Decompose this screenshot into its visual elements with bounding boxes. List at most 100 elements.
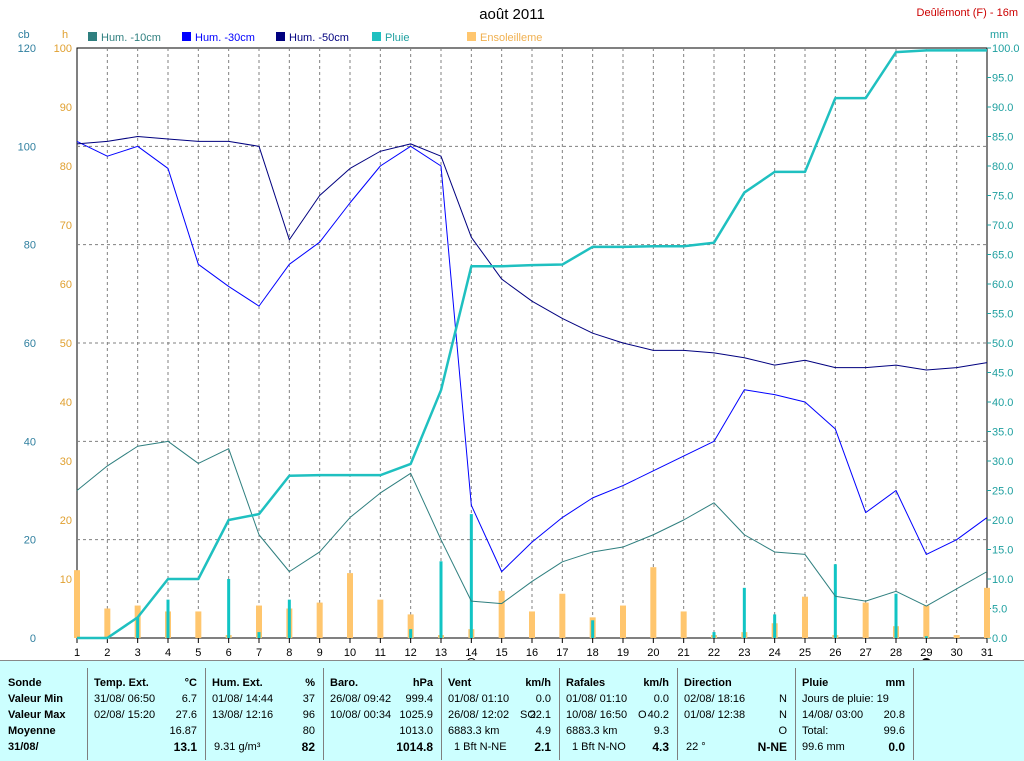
- h-tick-label-70: 70: [60, 220, 72, 232]
- cb-tick-label-80: 80: [24, 240, 36, 252]
- sun-bar-17: [559, 593, 566, 638]
- legend-label-3: Pluie: [385, 32, 409, 44]
- direction-min-date: 02/08/ 18:16: [684, 693, 746, 705]
- mm-tick-label-10.0: 10.0: [992, 574, 1013, 586]
- sun-bar-16: [529, 611, 535, 638]
- rain-bar-8: [287, 599, 291, 638]
- x-tick-label-20: 20: [647, 647, 659, 659]
- rafales-max-val: 40.2: [647, 709, 669, 721]
- hum-unit: %: [305, 677, 315, 689]
- legend-swatch-0: [88, 32, 97, 41]
- h-tick-label-20: 20: [60, 515, 72, 527]
- weather-chart: 1 2 3 4 5 6 7 8 9 10 11 12 13 14 15 16 17 18 19 20 21 22 23 24 2…: [18, 6, 1020, 668]
- legend-label-2: Hum. -50cm: [289, 32, 349, 44]
- vent-avg: 4.9: [535, 725, 551, 737]
- mm-tick-label-85.0: 85.0: [992, 132, 1013, 144]
- vent-max-val: 22.1: [529, 709, 551, 721]
- min-label: Valeur Min: [8, 693, 64, 705]
- vent-unit: km/h: [525, 677, 551, 689]
- summary-direction: Direction 02/08/ 18:16 N 01/08/ 12:38 N …: [678, 668, 796, 760]
- rain-bar-18: [591, 620, 595, 638]
- mm-tick-label-65.0: 65.0: [992, 250, 1013, 262]
- x-tick-label-3: 3: [135, 647, 141, 659]
- pluie-max-date: 14/08/ 03:00: [802, 709, 864, 721]
- direction-avg: O: [778, 725, 787, 737]
- temp-min-val: 6.7: [181, 693, 197, 705]
- pluie-unit: mm: [885, 677, 905, 689]
- temp-current: 13.1: [173, 740, 197, 754]
- x-tick-label-29: 29: [920, 647, 932, 659]
- rain-bar-28: [894, 593, 898, 638]
- x-tick-label-5: 5: [195, 647, 201, 659]
- mm-tick-label-25.0: 25.0: [992, 486, 1013, 498]
- legend-label-0: Hum. -10cm: [101, 32, 161, 44]
- summary-sonde: Sonde Valeur Min Valeur Max Moyenne 31/0…: [0, 668, 88, 760]
- hum-avg: 80: [302, 725, 315, 737]
- sun-bar-9: [316, 602, 323, 638]
- direction-min-val: N: [779, 693, 787, 705]
- mm-tick-label-45.0: 45.0: [992, 368, 1013, 380]
- h-tick-label-50: 50: [60, 338, 72, 350]
- vent-min-val: 0.0: [535, 693, 551, 705]
- hum-abs: 9.31 g/m³: [214, 741, 261, 753]
- sun-bar-20: [650, 567, 657, 638]
- vent-current: 2.1: [534, 740, 551, 754]
- pluie-current: 0.0: [888, 740, 905, 754]
- max-label: Valeur Max: [8, 709, 66, 721]
- rafales-unit: km/h: [643, 677, 669, 689]
- legend-swatch-4: [467, 32, 476, 41]
- mm-tick-label-0.0: 0.0: [992, 633, 1007, 645]
- x-tick-label-16: 16: [526, 647, 538, 659]
- series-line-pluie: [77, 49, 987, 640]
- temp-max-date: 02/08/ 15:20: [94, 709, 156, 721]
- direction-current: N-NE: [757, 740, 787, 754]
- direction-deg: 22 °: [686, 741, 706, 753]
- temp-title: Temp. Ext.: [94, 677, 149, 689]
- rain-bar-7: [257, 632, 261, 638]
- x-tick-label-28: 28: [890, 647, 902, 659]
- x-tick-label-26: 26: [829, 647, 841, 659]
- x-tick-label-10: 10: [344, 647, 356, 659]
- pluie-total: 99.6: [883, 725, 905, 737]
- baro-max-val: 1025.9: [399, 709, 433, 721]
- x-tick-label-24: 24: [769, 647, 781, 659]
- x-tick-label-15: 15: [496, 647, 508, 659]
- mm-tick-label-100.0: 100.0: [992, 43, 1020, 55]
- cb-tick-label-100: 100: [18, 141, 36, 153]
- x-tick-label-30: 30: [951, 647, 963, 659]
- baro-min-date: 26/08/ 09:42: [330, 693, 392, 705]
- sun-bar-2: [104, 608, 111, 638]
- mm-tick-label-75.0: 75.0: [992, 191, 1013, 203]
- vent-bft: 1 Bft N-NE: [454, 741, 507, 753]
- temp-min-date: 31/08/ 06:50: [94, 693, 156, 705]
- baro-title: Baro.: [330, 677, 359, 689]
- legend-label-4: Ensoleilleme: [480, 32, 542, 44]
- x-tick-label-25: 25: [799, 647, 811, 659]
- avg-label: Moyenne: [8, 725, 56, 737]
- rain-bar-14: [469, 514, 473, 638]
- h-tick-label-30: 30: [60, 456, 72, 468]
- chart-grid: [76, 47, 988, 639]
- x-tick-label-8: 8: [286, 647, 292, 659]
- x-tick-label-22: 22: [708, 647, 720, 659]
- station-label: Deûlémont (F) - 16m: [917, 7, 1018, 19]
- cb-tick-label-120: 120: [18, 43, 36, 55]
- rain-bar-4: [166, 599, 170, 638]
- rain-bar-24: [773, 614, 777, 638]
- x-tick-label-4: 4: [165, 647, 171, 659]
- mm-tick-label-5.0: 5.0: [992, 604, 1007, 616]
- legend-label-1: Hum. -30cm: [195, 32, 255, 44]
- mm-tick-label-30.0: 30.0: [992, 456, 1013, 468]
- rafales-max-date: 10/08/ 16:50: [566, 709, 628, 721]
- rain-bar-3: [136, 617, 140, 638]
- direction-max-val: N: [779, 709, 787, 721]
- x-tick-label-17: 17: [556, 647, 568, 659]
- series-line-hum-30cm: [76, 140, 988, 573]
- h-tick-label-60: 60: [60, 279, 72, 291]
- vent-max-dir: SO: [520, 709, 536, 721]
- sun-bar-7: [256, 605, 262, 638]
- summary-hum: Hum. Ext. % 01/08/ 14:44 37 13/08/ 12:16…: [206, 668, 324, 760]
- rain-bar-23: [742, 587, 746, 638]
- sonde-title: Sonde: [8, 677, 42, 689]
- cb-tick-label-40: 40: [24, 436, 36, 448]
